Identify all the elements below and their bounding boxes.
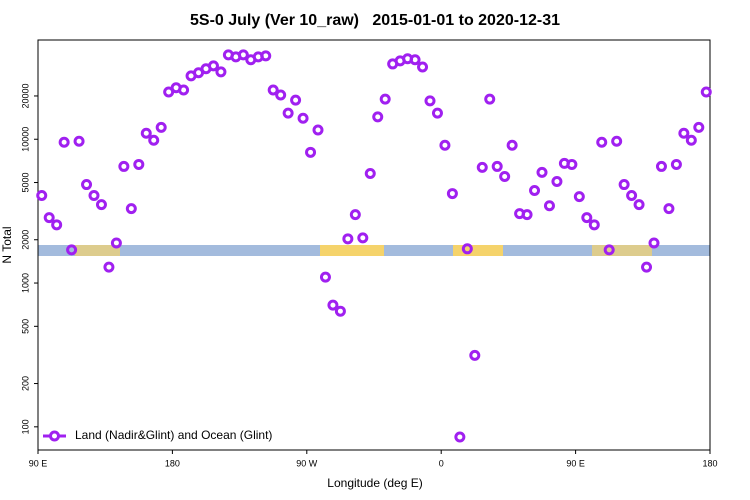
point bbox=[678, 127, 690, 139]
chart-title: 5S-0 July (Ver 10_raw) 2015-01-01 to 202… bbox=[190, 12, 560, 29]
point bbox=[409, 54, 421, 66]
point bbox=[357, 232, 369, 244]
point bbox=[58, 136, 70, 148]
point bbox=[364, 167, 376, 179]
point bbox=[670, 158, 682, 170]
y-tick-label: 20000 bbox=[20, 83, 30, 108]
point bbox=[417, 61, 429, 73]
point bbox=[290, 94, 302, 106]
point bbox=[88, 190, 100, 202]
point bbox=[334, 305, 346, 317]
legend-label: Land (Nadir&Glint) and Ocean (Glint) bbox=[75, 428, 272, 442]
point bbox=[207, 60, 219, 72]
point bbox=[297, 112, 309, 124]
point bbox=[319, 271, 331, 283]
point bbox=[611, 135, 623, 147]
y-tick-label: 500 bbox=[20, 319, 30, 334]
point bbox=[693, 121, 705, 133]
point bbox=[446, 188, 458, 200]
y-axis-label: N Total bbox=[0, 226, 14, 263]
point bbox=[312, 124, 324, 136]
y-tick-label: 100 bbox=[20, 419, 30, 434]
x-axis-label: Longitude (deg E) bbox=[327, 476, 422, 490]
point bbox=[469, 349, 481, 361]
point bbox=[431, 107, 443, 119]
point bbox=[536, 166, 548, 178]
point bbox=[372, 111, 384, 123]
y-tick-label: 5000 bbox=[20, 173, 30, 193]
point bbox=[641, 261, 653, 273]
point bbox=[476, 161, 488, 173]
y-tick-label: 10000 bbox=[20, 127, 30, 152]
point bbox=[103, 261, 115, 273]
x-tick-label: 0 bbox=[439, 458, 444, 468]
point bbox=[95, 199, 107, 211]
point bbox=[603, 244, 615, 256]
point bbox=[178, 84, 190, 96]
point bbox=[700, 86, 712, 98]
point bbox=[215, 66, 227, 78]
point bbox=[461, 243, 473, 255]
point bbox=[626, 190, 638, 202]
point bbox=[349, 209, 361, 221]
point bbox=[633, 199, 645, 211]
plot-frame bbox=[37, 39, 711, 451]
point bbox=[663, 203, 675, 215]
point bbox=[484, 93, 496, 105]
point bbox=[529, 185, 541, 197]
point bbox=[81, 179, 93, 191]
point bbox=[655, 160, 667, 172]
point bbox=[155, 121, 167, 133]
x-tick-label: 90 E bbox=[566, 458, 585, 468]
point bbox=[596, 136, 608, 148]
point bbox=[506, 139, 518, 151]
point bbox=[148, 134, 160, 146]
point bbox=[237, 49, 249, 61]
point bbox=[140, 127, 152, 139]
point bbox=[685, 134, 697, 146]
x-tick-label: 180 bbox=[702, 458, 717, 468]
point bbox=[543, 200, 555, 212]
point bbox=[566, 158, 578, 170]
point bbox=[618, 179, 630, 191]
x-tick-label: 180 bbox=[165, 458, 180, 468]
point bbox=[305, 146, 317, 158]
point bbox=[267, 84, 279, 96]
point bbox=[110, 237, 122, 249]
point bbox=[588, 219, 600, 231]
point bbox=[454, 431, 466, 443]
x-tick-label: 90 E bbox=[29, 458, 48, 468]
y-tick-label: 200 bbox=[20, 376, 30, 391]
point bbox=[327, 299, 339, 311]
point bbox=[342, 233, 354, 245]
point bbox=[43, 212, 55, 224]
point bbox=[379, 93, 391, 105]
point bbox=[51, 219, 63, 231]
point bbox=[499, 170, 511, 182]
x-tick-label: 90 W bbox=[296, 458, 318, 468]
legend-marker bbox=[49, 430, 60, 442]
point bbox=[439, 139, 451, 151]
point bbox=[648, 237, 660, 249]
point bbox=[424, 95, 436, 107]
surface-band bbox=[38, 245, 710, 256]
y-tick-label: 2000 bbox=[20, 230, 30, 250]
point bbox=[551, 176, 563, 188]
point bbox=[282, 107, 294, 119]
point bbox=[581, 212, 593, 224]
point bbox=[73, 135, 85, 147]
point bbox=[491, 160, 503, 172]
point bbox=[133, 158, 145, 170]
point bbox=[275, 89, 287, 101]
point bbox=[118, 160, 130, 172]
point bbox=[125, 203, 137, 215]
point bbox=[260, 50, 272, 62]
point bbox=[521, 209, 533, 221]
point bbox=[66, 244, 78, 256]
y-tick-label: 1000 bbox=[20, 273, 30, 293]
point bbox=[36, 190, 48, 202]
point bbox=[573, 191, 585, 203]
